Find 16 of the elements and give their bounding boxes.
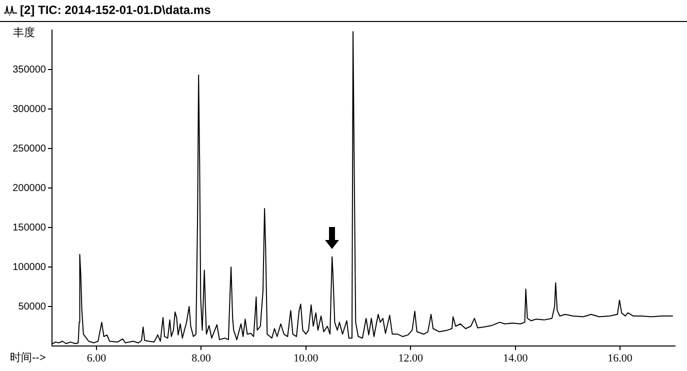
y-tick-label: 50000 xyxy=(18,301,46,312)
x-tick-label: 10.00 xyxy=(294,352,319,364)
y-tick-label: 250000 xyxy=(12,143,46,154)
x-tick-label: 8.00 xyxy=(192,352,212,364)
x-tick-label: 14.00 xyxy=(502,352,528,364)
chart-title: [2] TIC: 2014-152-01-01.D\data.ms xyxy=(20,3,211,17)
x-tick-label: 12.00 xyxy=(398,352,424,364)
y-tick-label: 100000 xyxy=(12,262,46,273)
y-axis-title: 丰度 xyxy=(13,26,35,40)
y-tick-label: 200000 xyxy=(12,182,46,194)
x-tick-label: 16.00 xyxy=(608,352,633,364)
x-tick-label: 6.00 xyxy=(86,352,107,364)
y-tick-label: 150000 xyxy=(12,222,46,234)
x-axis-title: 时间--> xyxy=(10,351,46,365)
y-tick-label: 300000 xyxy=(12,104,46,115)
y-tick-label: 350000 xyxy=(12,64,46,76)
